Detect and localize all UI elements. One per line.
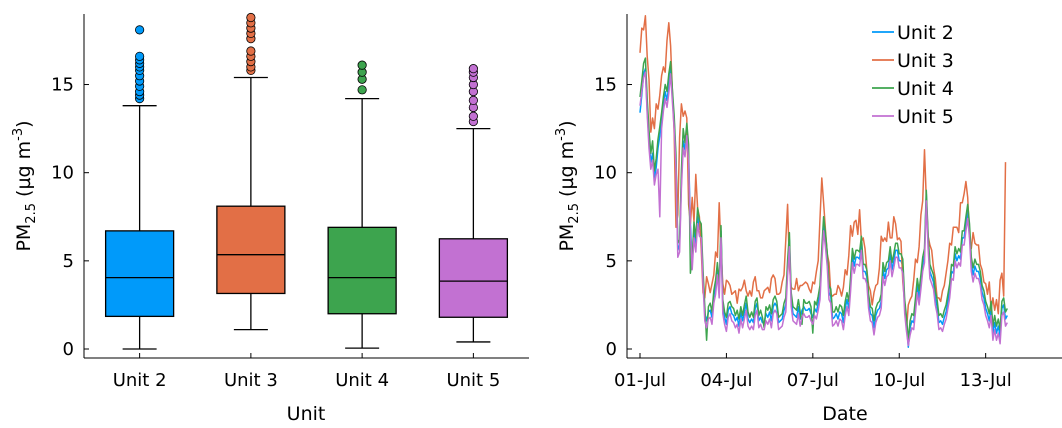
left-x-axis-label: Unit (287, 403, 326, 425)
right-y-tick-label: 5 (606, 251, 617, 272)
left-y-tick-label: 15 (51, 75, 74, 96)
legend-item: Unit 5 (872, 106, 954, 128)
right-x-tick-label: 10-Jul (873, 370, 925, 391)
legend-item: Unit 4 (872, 78, 954, 100)
legend-label: Unit 3 (897, 50, 954, 72)
outlier-point (468, 111, 478, 121)
left-x-tick-label: Unit 2 (113, 370, 167, 391)
left-y-tick-label: 5 (63, 251, 74, 272)
series-line-unit-5 (639, 71, 1008, 347)
outlier-point (468, 95, 478, 105)
iqr-box (104, 230, 175, 318)
right-x-tick-label: 01-Jul (614, 370, 666, 391)
outlier-point (357, 85, 367, 95)
outlier-point (135, 25, 145, 35)
legend-item: Unit 3 (872, 50, 954, 72)
left-y-tick-label: 10 (51, 163, 74, 184)
legend-label: Unit 2 (897, 22, 954, 44)
outlier-point (246, 46, 256, 56)
left-x-ticks: Unit 2 Unit 3 Unit 4 Unit 5 (113, 353, 500, 391)
box-unit-5 (438, 64, 509, 343)
right-x-ticks: 01-Jul 04-Jul 07-Jul 10-Jul 13-Jul (614, 353, 1012, 391)
right-x-tick-label: 07-Jul (787, 370, 839, 391)
left-x-tick-label: Unit 5 (446, 370, 500, 391)
right-y-tick-label: 0 (606, 339, 617, 360)
iqr-box (216, 205, 286, 295)
legend-label: Unit 4 (897, 78, 954, 100)
outlier-point (357, 60, 367, 70)
outlier-point (135, 51, 145, 61)
left-y-ticks: 0 5 10 15 (51, 75, 89, 360)
outlier-point (246, 12, 256, 23)
right-x-axis-label: Date (822, 403, 867, 425)
series-line-unit-4 (639, 57, 1008, 341)
box-unit-2 (104, 25, 175, 350)
iqr-box (327, 226, 397, 315)
legend: Unit 2 Unit 3 Unit 4 Unit 5 (872, 22, 954, 128)
timeseries-lines (639, 15, 1008, 348)
right-y-tick-label: 10 (594, 163, 617, 184)
right-y-axis-label: PM2.5 (µg m-3) (554, 120, 582, 251)
left-x-tick-label: Unit 4 (335, 370, 389, 391)
iqr-box (438, 238, 509, 318)
outlier-point (468, 64, 478, 74)
left-x-tick-label: Unit 3 (224, 370, 278, 391)
box-unit-4 (327, 60, 397, 349)
legend-item: Unit 2 (872, 22, 954, 44)
boxplot-marks (104, 12, 509, 350)
right-y-tick-label: 15 (594, 75, 617, 96)
right-x-tick-label: 13-Jul (960, 370, 1012, 391)
right-x-tick-label: 04-Jul (700, 370, 752, 391)
legend-label: Unit 5 (897, 106, 954, 128)
timeseries-panel: 0 5 10 15 01-Jul 04-Jul 07-Jul 10-Jul 13-Jul Da… (554, 14, 1062, 425)
left-y-tick-label: 0 (63, 339, 74, 360)
box-unit-3 (216, 12, 286, 331)
boxplot-panel: 0 5 10 15 Unit 2 Unit 3 Unit 4 Unit 5 Unit PM2… (11, 12, 529, 425)
right-y-ticks: 0 5 10 15 (594, 75, 632, 360)
left-y-axis-label: PM2.5 (µg m-3) (11, 120, 39, 251)
